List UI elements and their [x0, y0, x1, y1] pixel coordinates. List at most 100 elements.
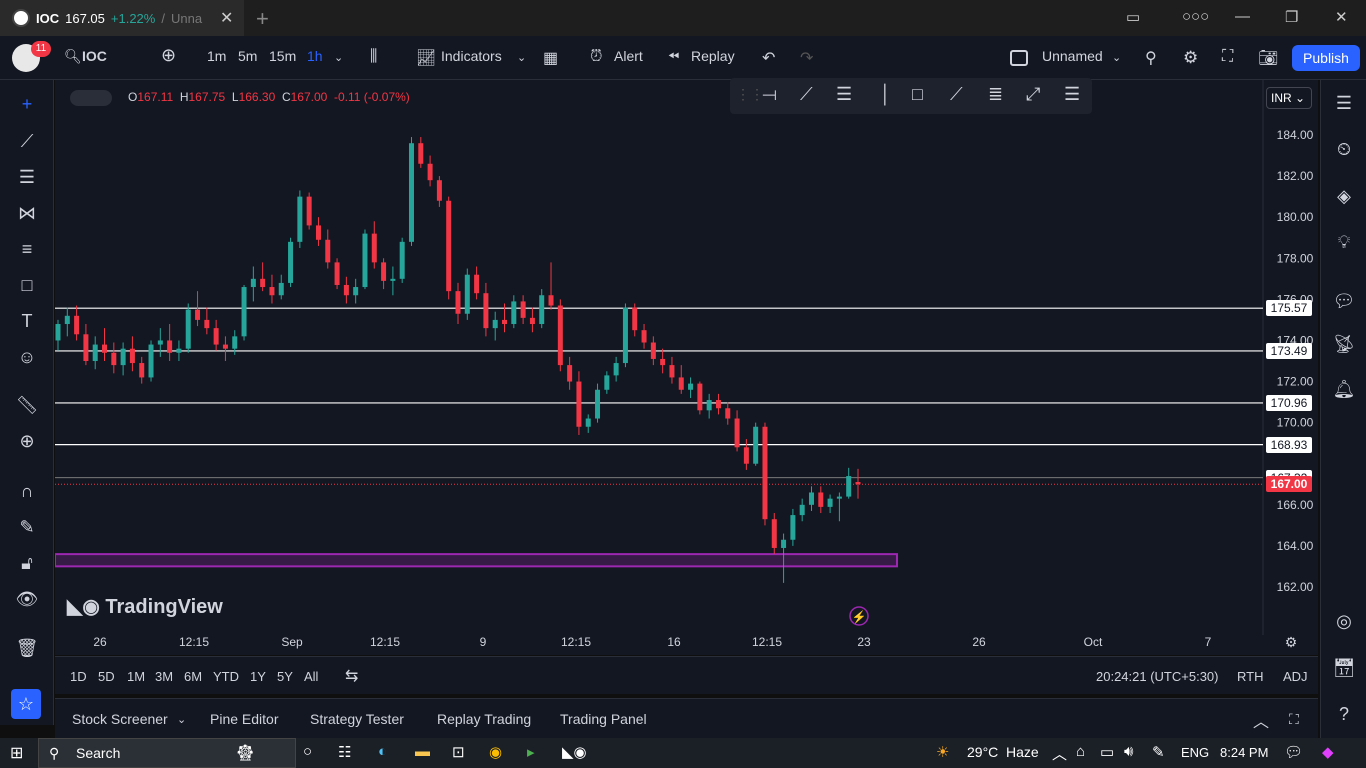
ruler-icon[interactable]: 📏︎: [15, 395, 39, 415]
favorites-star-icon[interactable]: ☆: [11, 689, 41, 719]
pen-icon[interactable]: ✎: [1152, 744, 1165, 761]
maximize-icon[interactable]: ❐: [1285, 9, 1299, 26]
system-clock[interactable]: 8:24 PM: [1220, 745, 1269, 760]
rectangle-icon[interactable]: □: [912, 84, 923, 104]
hide-icon[interactable]: 👁︎: [15, 589, 39, 609]
trash-icon[interactable]: 🗑︎: [15, 638, 39, 658]
ideas-icon[interactable]: 💡︎: [1337, 232, 1351, 252]
tab-replay-trading[interactable]: Replay Trading: [437, 711, 532, 727]
tray-chevron-icon[interactable]: ︿: [1052, 746, 1068, 763]
session-toggle[interactable]: RTH: [1237, 669, 1264, 684]
file-explorer-icon[interactable]: ▬: [415, 743, 430, 760]
dom-icon[interactable]: ◎: [1336, 611, 1352, 631]
magnet-icon[interactable]: ∩: [20, 481, 34, 501]
streams-icon[interactable]: 📡︎: [1332, 334, 1356, 354]
window-close-icon[interactable]: ✕: [1335, 9, 1348, 26]
interval-5m[interactable]: 5m: [238, 48, 258, 64]
alert-button[interactable]: Alert: [614, 48, 643, 64]
trend-line-icon[interactable]: ⟋: [20, 131, 34, 151]
range-1m[interactable]: 1M: [127, 669, 146, 684]
tab-strategy-tester[interactable]: Strategy Tester: [310, 711, 404, 727]
replay-button[interactable]: Replay: [691, 48, 735, 64]
pip-icon[interactable]: ▭: [1126, 9, 1141, 26]
screener-chevron-icon[interactable]: ⌄: [177, 714, 187, 726]
lightning-event-icon[interactable]: [849, 606, 869, 626]
quick-search-icon[interactable]: ⚲: [1145, 50, 1157, 67]
indicators-chevron-icon[interactable]: ⌄: [517, 52, 527, 64]
volume-icon[interactable]: 🔊︎: [1124, 743, 1134, 760]
more-tools-icon[interactable]: ☰: [1064, 84, 1081, 104]
alerts-clock-icon[interactable]: ⏲: [1336, 139, 1352, 159]
copilot-icon[interactable]: ◆: [1322, 744, 1334, 761]
symbol-button[interactable]: IOC: [82, 48, 107, 64]
fullscreen-icon[interactable]: ⛶: [1222, 48, 1234, 65]
horizontal-ray-icon[interactable]: ⟞: [762, 84, 777, 104]
tab-close-icon[interactable]: ✕: [220, 10, 234, 27]
range-6m[interactable]: 6M: [184, 669, 203, 684]
crosshair-icon[interactable]: +: [21, 94, 33, 114]
language-indicator[interactable]: ENG: [1181, 745, 1210, 760]
layout-chevron-icon[interactable]: ⌄: [1112, 52, 1122, 64]
draw-mode-icon[interactable]: ✎: [19, 517, 35, 537]
legend-toggle[interactable]: [70, 90, 112, 106]
fib-retracement-icon[interactable]: ≣: [988, 84, 1004, 104]
channel-icon[interactable]: ☰: [836, 84, 853, 104]
tab-pine-editor[interactable]: Pine Editor: [210, 711, 279, 727]
interval-15m[interactable]: 15m: [269, 48, 297, 64]
help-icon[interactable]: ?: [1338, 704, 1349, 724]
redo-icon[interactable]: ↷: [800, 50, 814, 67]
range-1d[interactable]: 1D: [70, 669, 87, 684]
more-icon[interactable]: ○○○: [1182, 8, 1210, 25]
layout-name[interactable]: Unnamed: [1042, 48, 1103, 64]
chrome-icon[interactable]: ◉: [489, 744, 503, 761]
drag-handle-icon[interactable]: ⋮⋮: [736, 86, 764, 102]
weather-temp[interactable]: 29°C: [967, 744, 999, 760]
weather-desc[interactable]: Haze: [1006, 744, 1039, 760]
notification-center-icon[interactable]: 💬︎: [1284, 744, 1304, 761]
notifications-bell-icon[interactable]: 🔔︎: [1332, 379, 1356, 399]
templates-icon[interactable]: ▦: [543, 50, 559, 67]
edge-icon[interactable]: ◐: [378, 743, 388, 760]
ray-icon[interactable]: ⟋: [950, 84, 963, 104]
price-chart[interactable]: 184.00182.00180.00178.00176.00174.00172.…: [54, 80, 1318, 655]
path-icon[interactable]: ⤢: [1026, 84, 1041, 104]
tradingview-taskbar-icon[interactable]: ◣◉: [562, 744, 587, 761]
widgets-icon[interactable]: ☷: [338, 744, 352, 761]
settings-icon[interactable]: ⚙: [1183, 48, 1199, 67]
new-tab-icon[interactable]: +: [256, 6, 269, 31]
interval-1m[interactable]: 1m: [207, 48, 227, 64]
currency-selector[interactable]: INR ⌄: [1266, 87, 1312, 109]
adj-toggle[interactable]: ADJ: [1283, 669, 1308, 684]
range-ytd[interactable]: YTD: [213, 669, 239, 684]
browser-tab[interactable]: IOC 167.05 +1.22% / Unna ✕: [0, 0, 244, 36]
app-icon[interactable]: ▸: [527, 744, 535, 761]
store-icon[interactable]: ⊡: [452, 744, 465, 761]
shapes-icon[interactable]: □: [21, 275, 33, 295]
tab-trading-panel[interactable]: Trading Panel: [560, 711, 647, 727]
chat-icon[interactable]: 💬︎: [1332, 291, 1356, 311]
display-icon[interactable]: ▭: [1100, 744, 1115, 761]
text-icon[interactable]: T: [21, 311, 33, 331]
interval-1h[interactable]: 1h: [307, 48, 323, 64]
minimize-icon[interactable]: —: [1235, 8, 1250, 25]
compare-icon[interactable]: ⊕: [161, 45, 177, 65]
emoji-icon[interactable]: ☺: [17, 347, 37, 367]
symbol-search-icon[interactable]: 🔍︎: [64, 48, 82, 64]
panel-maximize-icon[interactable]: ⛶: [1289, 711, 1299, 727]
watchlist-icon[interactable]: ☰: [1335, 93, 1353, 113]
calendar-icon[interactable]: 📅︎: [1332, 658, 1356, 678]
range-3m[interactable]: 3M: [155, 669, 174, 684]
tab-stock-screener[interactable]: Stock Screener: [72, 711, 168, 727]
line-tool-icon[interactable]: ⟋: [800, 84, 813, 104]
axis-settings-icon[interactable]: ⚙: [1285, 634, 1298, 650]
lock-icon[interactable]: 🔓︎: [21, 553, 33, 573]
snapshot-icon[interactable]: 📷︎: [1258, 50, 1279, 67]
taskbar-search[interactable]: ⚲ Search 🎡︎: [38, 738, 296, 768]
layout-icon[interactable]: [1010, 50, 1028, 66]
task-view-icon[interactable]: ○: [303, 743, 313, 760]
range-5y[interactable]: 5Y: [277, 669, 293, 684]
panel-collapse-icon[interactable]: ︿: [1253, 714, 1270, 731]
publish-button[interactable]: Publish: [1292, 45, 1360, 71]
range-5d[interactable]: 5D: [98, 669, 115, 684]
pattern-icon[interactable]: ⋈: [18, 203, 36, 223]
